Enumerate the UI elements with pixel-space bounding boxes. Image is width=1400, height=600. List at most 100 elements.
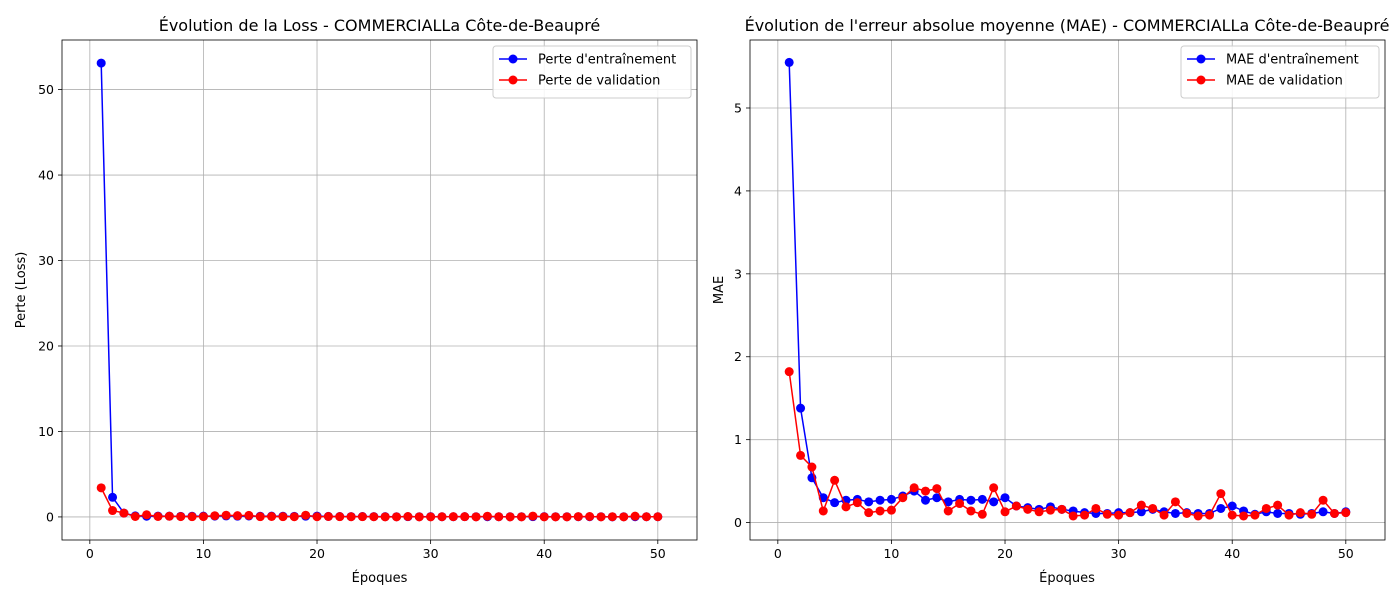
loss-data-point (573, 512, 583, 522)
mae-data-point (796, 450, 806, 460)
mae-data-point (1182, 508, 1192, 518)
mae-data-point (989, 483, 999, 493)
loss-series-line (100, 63, 658, 518)
mae-data-point (1125, 508, 1135, 518)
loss-data-point (471, 512, 481, 522)
loss-data-point (357, 512, 367, 522)
loss-chart-xlabel: Époques (352, 570, 408, 586)
mae-y-tick-label: 5 (734, 100, 742, 115)
loss-data-point (176, 512, 186, 522)
mae-data-point (955, 499, 965, 509)
loss-data-point (278, 512, 288, 522)
mae-data-point (1250, 510, 1260, 520)
loss-data-point (96, 483, 106, 493)
mae-data-point (1170, 508, 1180, 518)
loss-chart-panel: Évolution de la Loss - COMMERCIALLa Côte… (14, 16, 698, 586)
mae-series-train (784, 57, 1351, 519)
mae-data-point (886, 494, 896, 504)
loss-data-point (448, 512, 458, 522)
loss-data-point (585, 511, 595, 521)
mae-data-point (1239, 511, 1249, 521)
mae-data-point (796, 403, 806, 413)
loss-data-point (164, 511, 174, 521)
loss-data-point (312, 512, 322, 522)
loss-legend-label: Perte de validation (538, 74, 660, 89)
loss-data-point (108, 506, 118, 516)
mae-series-line (788, 62, 1346, 516)
loss-data-point (255, 512, 265, 522)
loss-data-point (380, 512, 390, 522)
mae-data-point (864, 497, 874, 507)
mae-data-point (932, 493, 942, 503)
loss-data-point (108, 492, 118, 502)
mae-y-tick-label: 4 (734, 183, 742, 198)
mae-legend-label: MAE d'entraînement (1226, 53, 1359, 68)
mae-data-point (943, 506, 953, 516)
loss-data-point (528, 511, 538, 521)
mae-data-point (966, 495, 976, 505)
loss-x-tick-label: 40 (536, 546, 552, 561)
loss-data-point (437, 512, 447, 522)
mae-data-point (1102, 509, 1112, 519)
loss-x-tick-label: 10 (195, 546, 211, 561)
loss-series-train (96, 58, 663, 522)
loss-data-point (505, 512, 515, 522)
loss-x-tick-label: 50 (650, 546, 666, 561)
loss-data-point (233, 511, 243, 521)
mae-x-tick-label: 20 (997, 546, 1013, 561)
mae-y-tick-label: 0 (734, 515, 742, 530)
loss-legend-marker (508, 75, 518, 85)
mae-data-point (1341, 508, 1351, 518)
loss-plot-frame (61, 39, 698, 541)
mae-data-point (875, 495, 885, 505)
loss-series-line (100, 487, 658, 518)
mae-data-point (966, 506, 976, 516)
mae-series-line (788, 371, 1346, 517)
loss-data-point (267, 511, 277, 521)
mae-legend-box (1180, 45, 1380, 99)
mae-data-point (1329, 508, 1339, 518)
loss-y-tick-label: 40 (38, 168, 54, 183)
mae-chart-panel: Évolution de l'erreur absolue moyenne (M… (712, 16, 1389, 586)
loss-data-point (607, 512, 617, 522)
loss-data-point (187, 512, 197, 522)
loss-data-point (335, 512, 345, 522)
mae-data-point (943, 497, 953, 507)
loss-y-tick-label: 50 (38, 82, 54, 97)
mae-plot-frame (749, 39, 1386, 541)
mae-x-tick-label: 30 (1111, 546, 1127, 561)
mae-data-point (1216, 503, 1226, 513)
mae-x-tick-label: 40 (1224, 546, 1240, 561)
mae-data-point (1148, 503, 1158, 513)
loss-data-point (596, 512, 606, 522)
loss-data-point (630, 511, 640, 521)
mae-data-point (1261, 503, 1271, 513)
loss-y-tick-label: 10 (38, 424, 54, 439)
loss-data-point (539, 512, 549, 522)
loss-legend-box (492, 45, 692, 99)
loss-data-point (244, 510, 254, 520)
loss-series-validation (96, 483, 663, 522)
mae-series-validation (784, 367, 1351, 521)
mae-data-point (1227, 501, 1237, 511)
mae-legend-marker (1196, 75, 1206, 85)
mae-data-point (784, 57, 794, 67)
loss-data-point (323, 511, 333, 521)
loss-chart-ylabel: Perte (Loss) (14, 252, 29, 329)
loss-data-point (403, 511, 413, 521)
loss-data-point (641, 512, 651, 522)
mae-data-point (1318, 507, 1328, 517)
mae-data-point (841, 502, 851, 512)
loss-data-point (551, 512, 561, 522)
mae-data-point (1068, 511, 1078, 521)
mae-data-point (1114, 510, 1124, 520)
mae-data-point (1000, 507, 1010, 517)
loss-x-tick-label: 20 (309, 546, 325, 561)
mae-data-point (1080, 510, 1090, 520)
mae-data-point (898, 493, 908, 503)
mae-data-point (921, 495, 931, 505)
loss-legend: Perte d'entraînement Perte de validation (492, 45, 692, 99)
mae-data-point (1273, 500, 1283, 510)
mae-data-point (1227, 510, 1237, 520)
loss-data-point (653, 512, 663, 522)
